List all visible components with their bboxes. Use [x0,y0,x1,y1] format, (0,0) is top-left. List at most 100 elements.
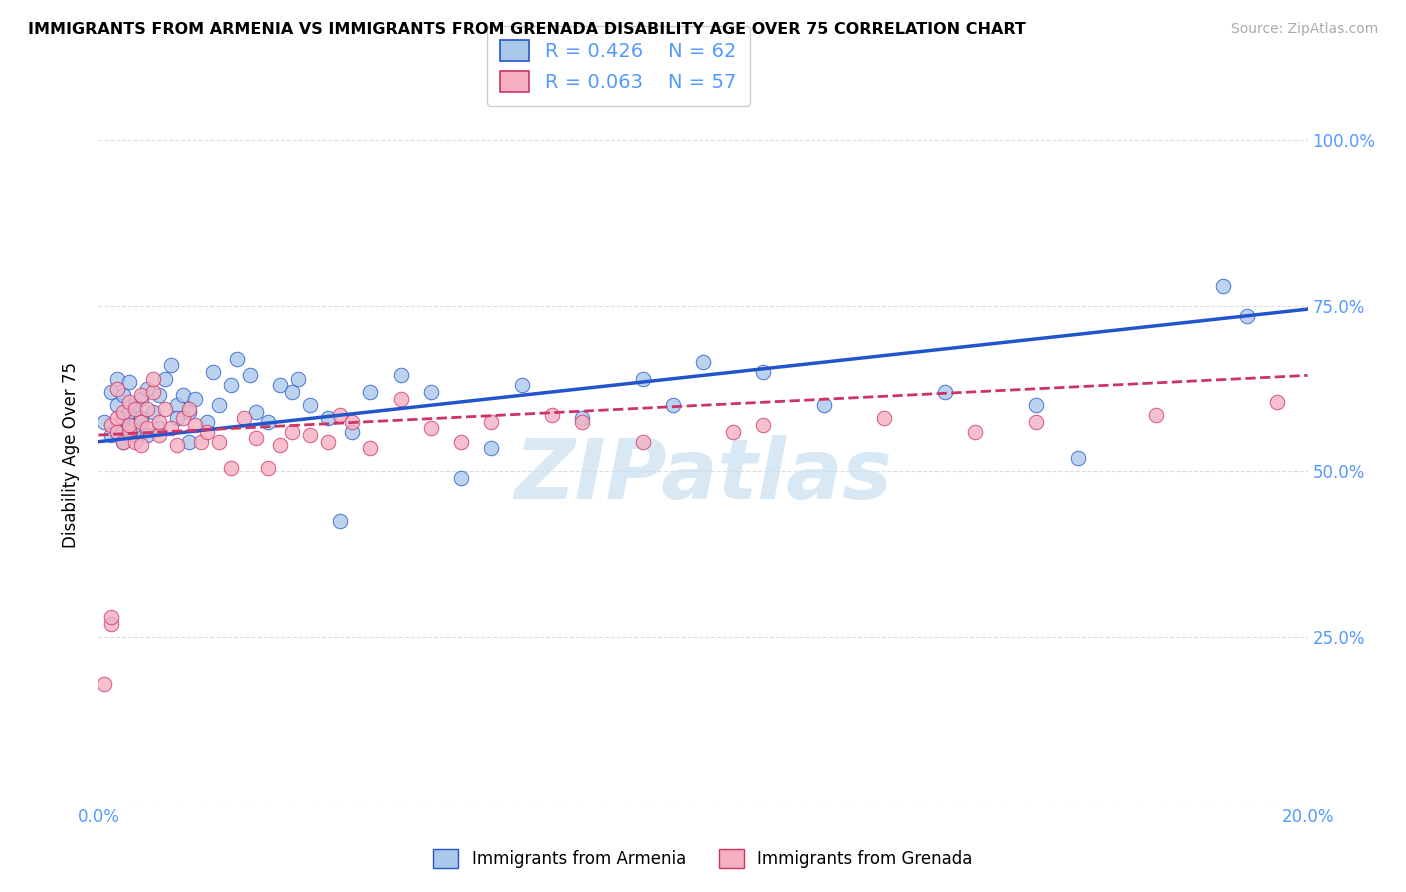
Legend: R = 0.426    N = 62, R = 0.063    N = 57: R = 0.426 N = 62, R = 0.063 N = 57 [486,26,749,105]
Point [142,384,165,399]
Point [269,438,291,452]
Point [256,461,278,475]
Point [100,616,122,631]
Point [118,421,141,435]
Point [100,428,122,442]
Point [481,442,503,456]
Point [100,610,122,624]
Point [299,428,322,442]
Text: IMMIGRANTS FROM ARMENIA VS IMMIGRANTS FROM GRENADA DISABILITY AGE OVER 75 CORREL: IMMIGRANTS FROM ARMENIA VS IMMIGRANTS FR… [28,22,1026,37]
Point [329,514,352,528]
Point [135,421,157,435]
Text: ZIPatlas: ZIPatlas [515,435,891,516]
Point [873,411,896,425]
Point [813,398,835,412]
Point [1024,398,1046,412]
Point [1067,451,1090,466]
Point [129,411,152,425]
Point [450,434,472,449]
Point [153,372,176,386]
Point [160,421,183,435]
Point [226,351,249,366]
Point [360,384,382,399]
Point [239,368,262,383]
Point [631,372,654,386]
Point [105,382,128,396]
Point [389,368,412,383]
Point [160,359,183,373]
Point [342,415,364,429]
Point [510,378,533,392]
Point [148,388,170,402]
Point [166,438,188,452]
Point [329,408,352,422]
Point [142,372,165,386]
Point [111,388,134,402]
Point [1212,279,1234,293]
Point [360,442,382,456]
Point [1144,408,1167,422]
Point [142,405,165,419]
Point [631,434,654,449]
Point [934,384,956,399]
Point [111,411,134,425]
Point [1267,395,1289,409]
Point [389,392,412,406]
Point [129,392,152,406]
Point [184,418,207,433]
Point [420,384,443,399]
Point [172,388,194,402]
Point [100,384,122,399]
Point [129,415,152,429]
Point [256,415,278,429]
Point [965,425,987,439]
Point [148,421,170,435]
Point [184,392,207,406]
Point [111,434,134,449]
Point [195,415,218,429]
Point [208,434,231,449]
Point [179,401,201,416]
Point [316,411,339,425]
Point [202,365,225,379]
Point [179,405,201,419]
Point [450,471,472,485]
Point [723,425,745,439]
Point [105,425,128,439]
Point [124,401,146,416]
Point [135,401,157,416]
Point [299,398,322,412]
Point [692,355,714,369]
Point [148,415,170,429]
Point [129,438,152,452]
Legend: Immigrants from Armenia, Immigrants from Grenada: Immigrants from Armenia, Immigrants from… [426,843,980,875]
Point [195,425,218,439]
Point [1236,309,1258,323]
Point [105,411,128,425]
Point [232,411,254,425]
Point [752,365,775,379]
Point [245,405,267,419]
Point [221,378,243,392]
Text: Source: ZipAtlas.com: Source: ZipAtlas.com [1230,22,1378,37]
Point [135,382,157,396]
Point [269,378,291,392]
Point [287,372,309,386]
Point [105,425,128,439]
Point [118,395,141,409]
Point [111,405,134,419]
Point [118,375,141,389]
Point [281,384,304,399]
Point [166,411,188,425]
Point [135,428,157,442]
Point [172,411,194,425]
Point [208,398,231,412]
Point [540,408,562,422]
Point [342,425,364,439]
Point [93,676,115,690]
Point [124,398,146,412]
Point [571,411,593,425]
Point [93,415,115,429]
Point [100,418,122,433]
Point [316,434,339,449]
